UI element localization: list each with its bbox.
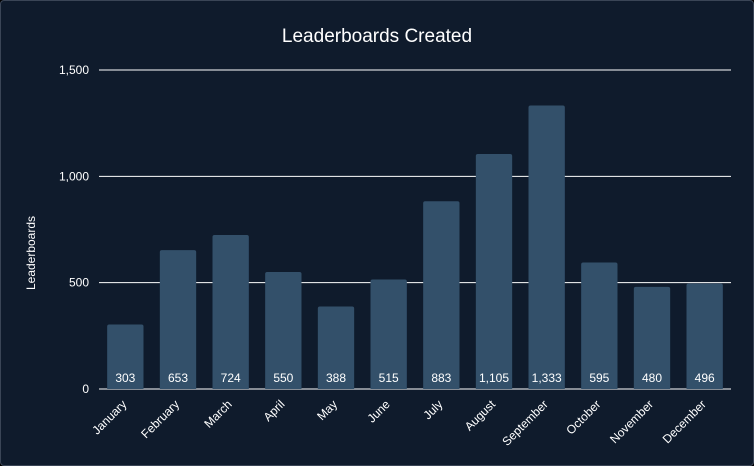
bar (528, 105, 565, 390)
x-tick-label: January (89, 397, 129, 437)
gridlines (99, 69, 731, 390)
bar (265, 272, 302, 389)
bar (370, 279, 407, 389)
x-tick-label: July (420, 397, 445, 422)
bar (317, 306, 355, 389)
bar-value-label: 1,105 (479, 371, 509, 385)
bar (212, 235, 249, 389)
bar-value-label: 388 (326, 371, 346, 385)
bar-value-label: 595 (589, 371, 609, 385)
x-tick-label: April (261, 397, 288, 424)
bar (581, 262, 618, 389)
x-tick-label: December (660, 397, 709, 446)
x-tick-label: May (314, 397, 340, 423)
x-tick-label: August (462, 397, 499, 434)
y-axis-ticks: 0 500 1,000 1,500 (59, 63, 89, 396)
y-tick-label: 500 (69, 276, 89, 290)
bar (475, 154, 513, 389)
x-axis-ticks: January February March April May June July Augu… (89, 397, 708, 449)
chart-title: Leaderboards Created (282, 26, 472, 47)
x-tick-label: February (138, 397, 182, 441)
bar (159, 250, 197, 389)
bar-value-label: 303 (115, 371, 135, 385)
x-tick-label: March (201, 397, 234, 430)
y-tick-label: 1,000 (59, 169, 89, 183)
y-tick-label: 1,500 (59, 63, 89, 77)
bar-value-label: 496 (695, 371, 715, 385)
x-tick-label: November (607, 397, 656, 446)
bar (107, 324, 144, 389)
x-tick-label: October (563, 397, 603, 437)
bars (107, 105, 723, 390)
y-tick-label: 0 (82, 382, 89, 396)
bar-value-label: 653 (168, 371, 188, 385)
bar-value-label: 515 (379, 371, 399, 385)
x-tick-label: June (364, 397, 393, 426)
bar-value-label: 1,333 (532, 371, 562, 385)
bar-value-label: 724 (221, 371, 241, 385)
value-labels: 303 653 724 550 388 515 883 1,105 1,333 595 480 496 (115, 371, 715, 385)
bar (633, 286, 671, 389)
bar-value-label: 883 (431, 371, 451, 385)
bar-value-label: 550 (273, 371, 293, 385)
x-tick-label: September (499, 397, 550, 448)
bar (423, 201, 460, 389)
bar (686, 283, 723, 389)
y-axis-label: Leaderboards (24, 216, 38, 290)
bar-value-label: 480 (642, 371, 662, 385)
